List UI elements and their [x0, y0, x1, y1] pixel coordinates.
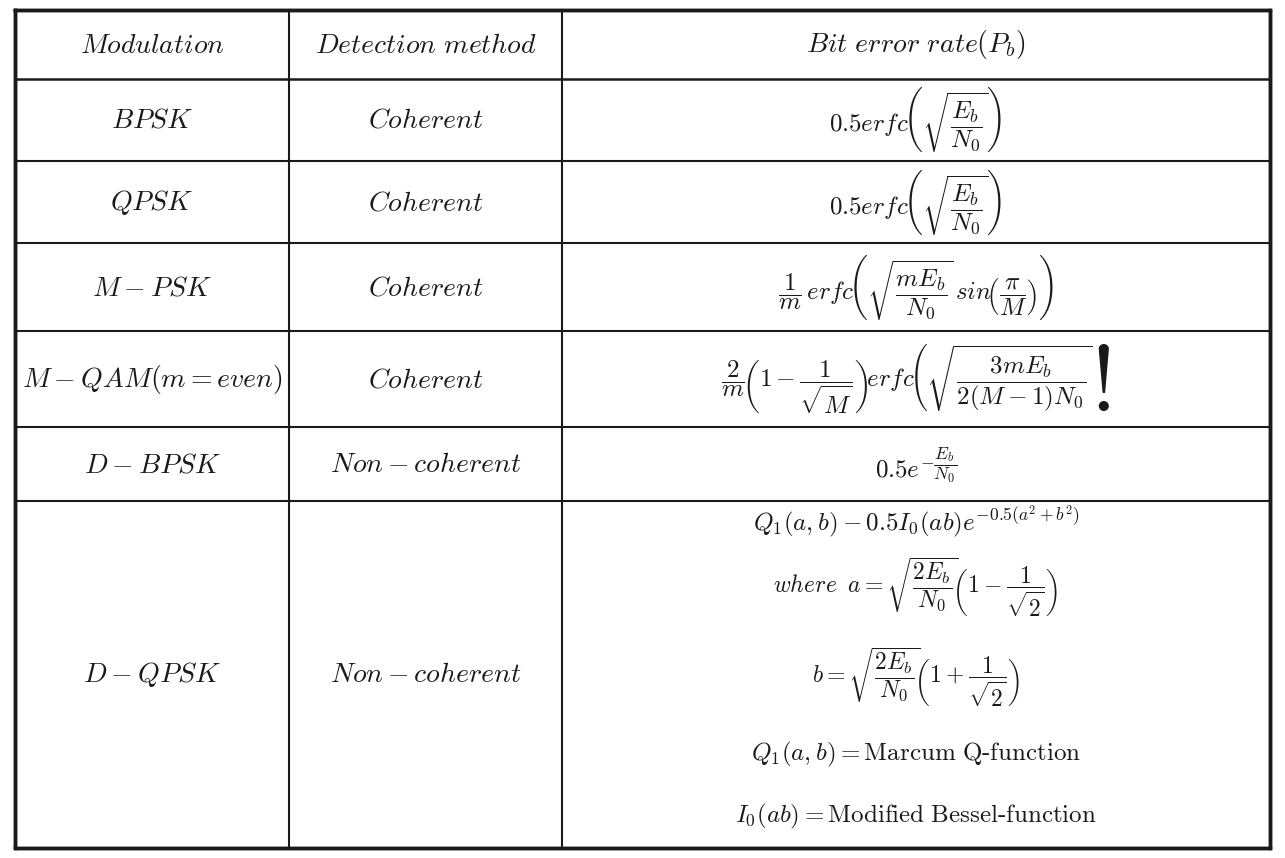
Text: $\mathit{Coherent}$: $\mathit{Coherent}$ — [368, 188, 483, 216]
Text: $\mathit{Detection\ method}$: $\mathit{Detection\ method}$ — [315, 31, 536, 58]
Text: $\mathit{M}-\mathit{PSK}$: $\mathit{M}-\mathit{PSK}$ — [93, 273, 212, 301]
Text: $\mathit{M}-\mathit{QAM}(m=even)$: $\mathit{M}-\mathit{QAM}(m=even)$ — [22, 363, 283, 396]
Text: $\mathit{Non}-\mathit{coherent}$: $\mathit{Non}-\mathit{coherent}$ — [330, 661, 522, 688]
Text: $0.5e^{-\dfrac{E_b}{N_0}}$: $0.5e^{-\dfrac{E_b}{N_0}}$ — [875, 444, 957, 484]
Text: $\mathit{D}-\mathit{QPSK}$: $\mathit{D}-\mathit{QPSK}$ — [84, 660, 221, 689]
Text: $\mathit{Coherent}$: $\mathit{Coherent}$ — [368, 106, 483, 134]
Text: $0.5erfc\!\left(\sqrt{\dfrac{E_b}{N_0}}\right)$: $0.5erfc\!\left(\sqrt{\dfrac{E_b}{N_0}}\… — [829, 167, 1002, 237]
Text: $\mathit{BPSK}$: $\mathit{BPSK}$ — [111, 106, 194, 134]
Text: $\mathit{Bit\ error\ rate}(P_b)$: $\mathit{Bit\ error\ rate}(P_b)$ — [806, 28, 1025, 61]
Text: $b = \sqrt{\dfrac{2E_b}{N_0}}\!\left(1 + \dfrac{1}{\sqrt{2}}\right)$: $b = \sqrt{\dfrac{2E_b}{N_0}}\!\left(1 +… — [812, 646, 1020, 710]
Text: $\dfrac{2}{m}\!\left(1-\dfrac{1}{\sqrt{M}}\right)\!erfc\!\left(\sqrt{\dfrac{3mE_: $\dfrac{2}{m}\!\left(1-\dfrac{1}{\sqrt{M… — [721, 342, 1110, 416]
Text: $0.5erfc\!\left(\sqrt{\dfrac{E_b}{N_0}}\right)$: $0.5erfc\!\left(\sqrt{\dfrac{E_b}{N_0}}\… — [829, 86, 1002, 154]
Text: $\mathit{where}\;\; a = \sqrt{\dfrac{2E_b}{N_0}}\!\left(1 - \dfrac{1}{\sqrt{2}}\: $\mathit{where}\;\; a = \sqrt{\dfrac{2E_… — [774, 556, 1059, 619]
Text: $Q_1(a,b) - 0.5I_0(ab)e^{-0.5(a^2+b^2)}$: $Q_1(a,b) - 0.5I_0(ab)e^{-0.5(a^2+b^2)}$ — [753, 504, 1079, 540]
Text: $\mathit{D}-\mathit{BPSK}$: $\mathit{D}-\mathit{BPSK}$ — [84, 450, 221, 478]
Text: $\mathit{QPSK}$: $\mathit{QPSK}$ — [111, 188, 194, 216]
Text: $Q_1(a,b) = \mathrm{Marcum\ Q\text{-}function}$: $Q_1(a,b) = \mathrm{Marcum\ Q\text{-}fun… — [750, 740, 1081, 769]
Text: $\dfrac{1}{m}\,erfc\!\left(\sqrt{\dfrac{mE_b}{N_0}}\,sin\!\left(\dfrac{\pi}{M}\r: $\dfrac{1}{m}\,erfc\!\left(\sqrt{\dfrac{… — [777, 252, 1054, 322]
Text: $\mathit{Coherent}$: $\mathit{Coherent}$ — [368, 273, 483, 301]
Text: $\mathit{Coherent}$: $\mathit{Coherent}$ — [368, 366, 483, 393]
Text: $\mathit{Modulation}$: $\mathit{Modulation}$ — [80, 31, 225, 58]
Text: $I_0(ab) = \mathrm{Modified\ Bessel\text{-}function}$: $I_0(ab) = \mathrm{Modified\ Bessel\text… — [735, 802, 1097, 831]
Text: $\mathit{Non}-\mathit{coherent}$: $\mathit{Non}-\mathit{coherent}$ — [330, 450, 522, 478]
